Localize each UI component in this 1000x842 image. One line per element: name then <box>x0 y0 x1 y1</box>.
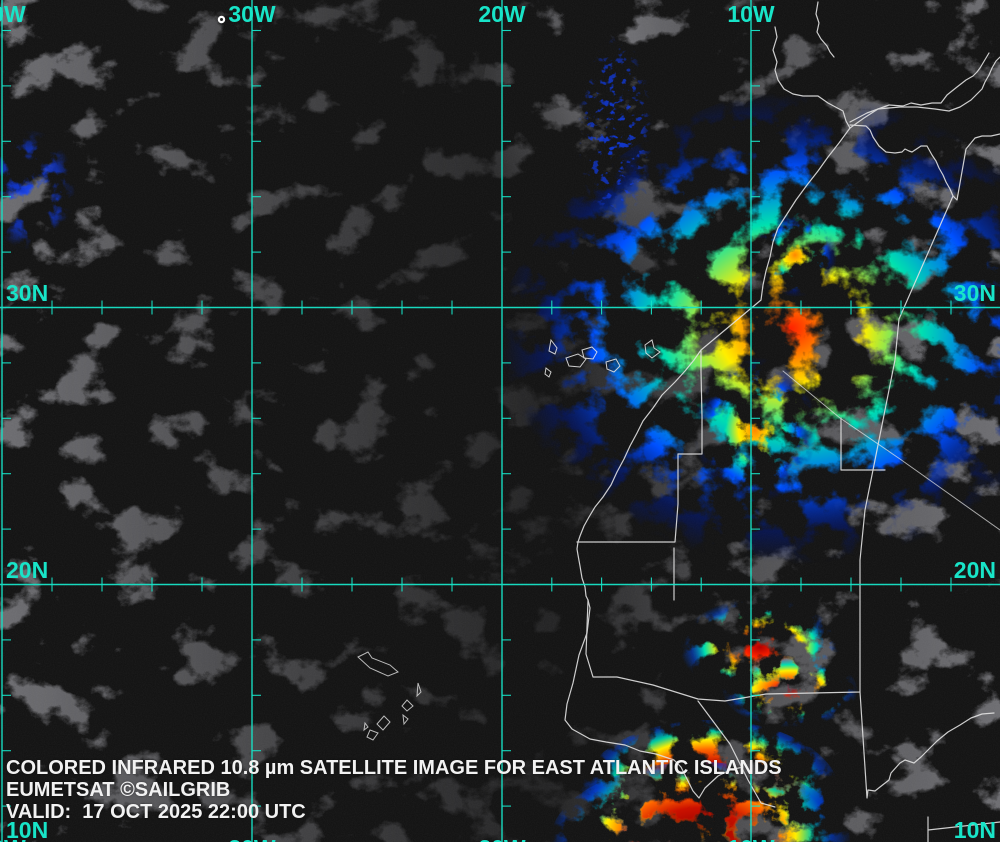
svg-text:30N: 30N <box>954 280 996 306</box>
svg-text:20N: 20N <box>6 557 48 583</box>
svg-text:30N: 30N <box>6 280 48 306</box>
svg-text:30W: 30W <box>228 835 276 842</box>
svg-text:20W: 20W <box>478 1 526 27</box>
svg-text:20W: 20W <box>478 835 526 842</box>
svg-text:10N: 10N <box>954 817 996 842</box>
svg-text:20N: 20N <box>954 557 996 583</box>
svg-text:30W: 30W <box>228 1 276 27</box>
svg-text:10W: 10W <box>727 835 775 842</box>
svg-text:40W: 40W <box>0 1 26 27</box>
svg-text:10W: 10W <box>727 1 775 27</box>
